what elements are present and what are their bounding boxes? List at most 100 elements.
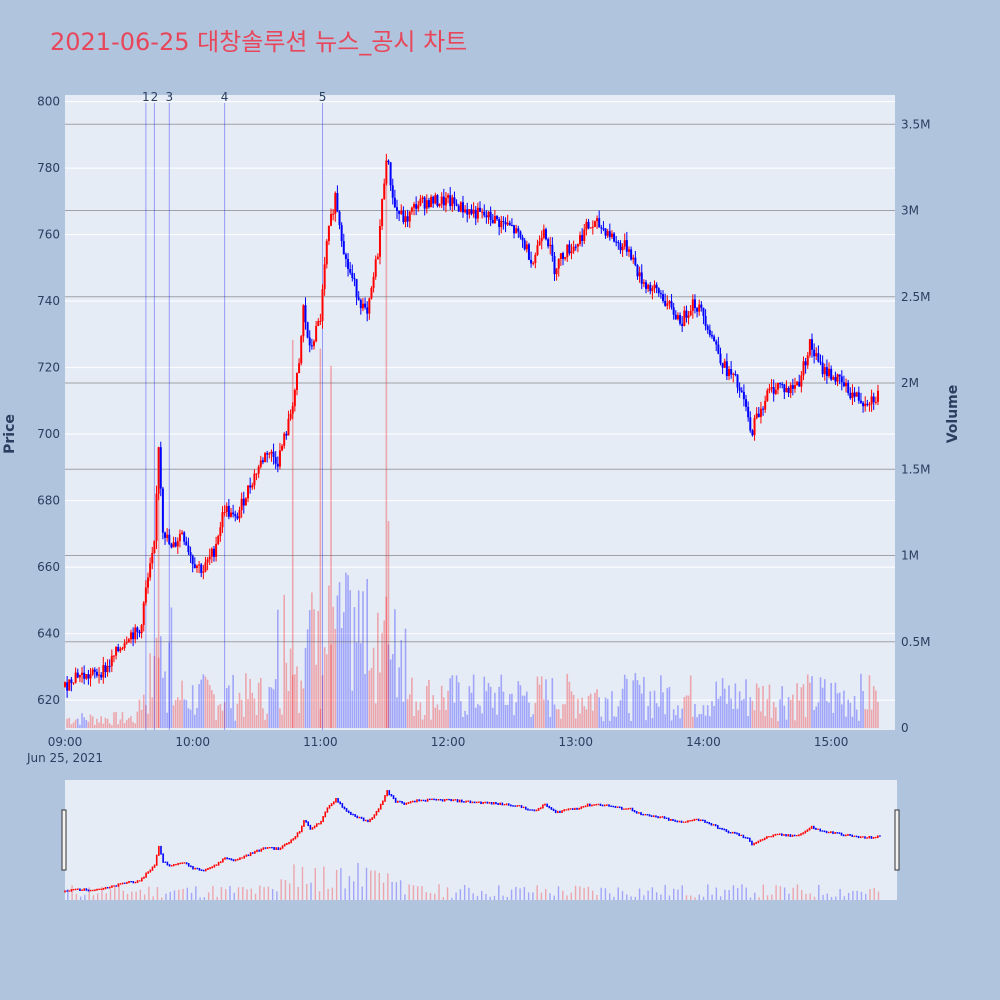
volume-bar xyxy=(362,591,364,728)
range-slider-left-handle[interactable] xyxy=(61,809,67,871)
candle-body xyxy=(359,299,362,309)
candle-body xyxy=(193,564,196,568)
volume-bar xyxy=(796,683,798,728)
candle-body xyxy=(655,284,658,289)
volume-bar xyxy=(740,700,743,728)
volume-bar xyxy=(351,690,354,728)
candle-body xyxy=(687,315,690,318)
candle-body xyxy=(640,272,643,284)
volume-bar xyxy=(766,699,769,728)
mini-volume-bar xyxy=(259,885,261,900)
candle-body xyxy=(170,544,173,548)
candle-body xyxy=(485,215,488,218)
volume-bar xyxy=(321,675,324,728)
volume-bar xyxy=(423,714,426,728)
volume-bar xyxy=(202,674,205,728)
volume-bar xyxy=(826,701,828,728)
mini-volume-bar xyxy=(873,887,875,900)
candle-body xyxy=(227,505,230,517)
candle-body xyxy=(538,241,541,246)
mini-volume-bar xyxy=(429,892,432,900)
candle-body xyxy=(253,473,256,486)
range-slider[interactable] xyxy=(61,780,900,900)
candle-body xyxy=(153,540,156,553)
volume-bar xyxy=(679,718,681,728)
volume-bar xyxy=(677,705,679,728)
volume-bar xyxy=(377,612,379,728)
y2-tick-label: 0 xyxy=(901,721,909,735)
volume-bar xyxy=(264,719,266,728)
mini-volume-bar xyxy=(498,885,500,900)
candle-body xyxy=(651,288,654,292)
candle-body xyxy=(151,552,154,564)
volume-bar xyxy=(581,697,583,728)
candle-body xyxy=(525,244,528,250)
candle-body xyxy=(357,297,360,300)
mini-volume-bar xyxy=(472,893,474,900)
volume-bar xyxy=(411,677,413,728)
volume-bar xyxy=(794,720,796,728)
volume-bar xyxy=(809,682,811,728)
candle-body xyxy=(76,672,79,678)
volume-bar xyxy=(545,679,547,728)
y-axis-label: Price xyxy=(2,414,18,454)
volume-bar xyxy=(732,708,735,728)
y2-tick-label: 3M xyxy=(901,204,919,218)
candle-body xyxy=(74,672,77,683)
candle-body xyxy=(738,387,741,391)
volume-bar xyxy=(855,709,858,728)
volume-bar xyxy=(102,723,105,728)
volume-bar xyxy=(687,695,690,728)
volume-grid-lines xyxy=(65,123,895,643)
candle-body xyxy=(562,253,564,259)
candle-body xyxy=(217,535,220,544)
mini-volume-bar xyxy=(865,893,867,900)
candle-body xyxy=(502,220,505,222)
volume-bar xyxy=(408,694,411,728)
candle-body xyxy=(134,627,137,640)
volume-bar xyxy=(851,716,854,728)
candle-body xyxy=(198,564,201,566)
volume-bar xyxy=(577,698,579,728)
volume-bar xyxy=(206,679,209,728)
volume-bar xyxy=(800,687,803,728)
volume-bar xyxy=(296,666,298,728)
candle-body xyxy=(762,408,765,410)
volume-bar xyxy=(872,686,875,728)
mini-volume-bar xyxy=(357,862,359,900)
volume-bar xyxy=(591,710,594,728)
candle-body xyxy=(591,226,594,228)
volume-bar xyxy=(643,676,645,728)
volume-bar xyxy=(76,718,79,728)
candle-body xyxy=(789,385,792,394)
y-tick-label: 780 xyxy=(37,161,60,175)
volume-bar xyxy=(519,685,522,728)
volume-bar xyxy=(259,677,262,728)
mini-volume-bar xyxy=(331,887,334,900)
volume-bar xyxy=(413,716,415,728)
mini-volume-bar xyxy=(766,895,769,900)
volume-bar xyxy=(185,699,188,728)
candle-body xyxy=(104,665,107,673)
volume-bar xyxy=(217,705,220,728)
volume-bar xyxy=(557,709,560,728)
candle-body xyxy=(168,534,171,545)
candle-body xyxy=(783,384,786,393)
volume-bar xyxy=(792,694,794,728)
volume-bar xyxy=(398,667,400,728)
candle-body xyxy=(653,284,656,289)
volume-bar xyxy=(428,679,430,728)
mini-volume-bar xyxy=(382,882,385,900)
candle-body xyxy=(404,216,407,223)
volume-bar xyxy=(781,686,784,728)
range-slider-right-handle[interactable] xyxy=(894,809,900,871)
candle-body xyxy=(791,385,794,389)
x-axis-ticks: 09:00 10:00 11:00 12:00 13:00 14:00 15:00 xyxy=(48,735,849,749)
volume-bar xyxy=(115,711,117,728)
candle-body xyxy=(378,226,381,257)
mini-volume-bar xyxy=(169,891,171,900)
candle-body xyxy=(204,562,207,572)
candle-body xyxy=(319,320,322,322)
candle-body xyxy=(781,384,784,386)
candle-body xyxy=(149,563,152,578)
